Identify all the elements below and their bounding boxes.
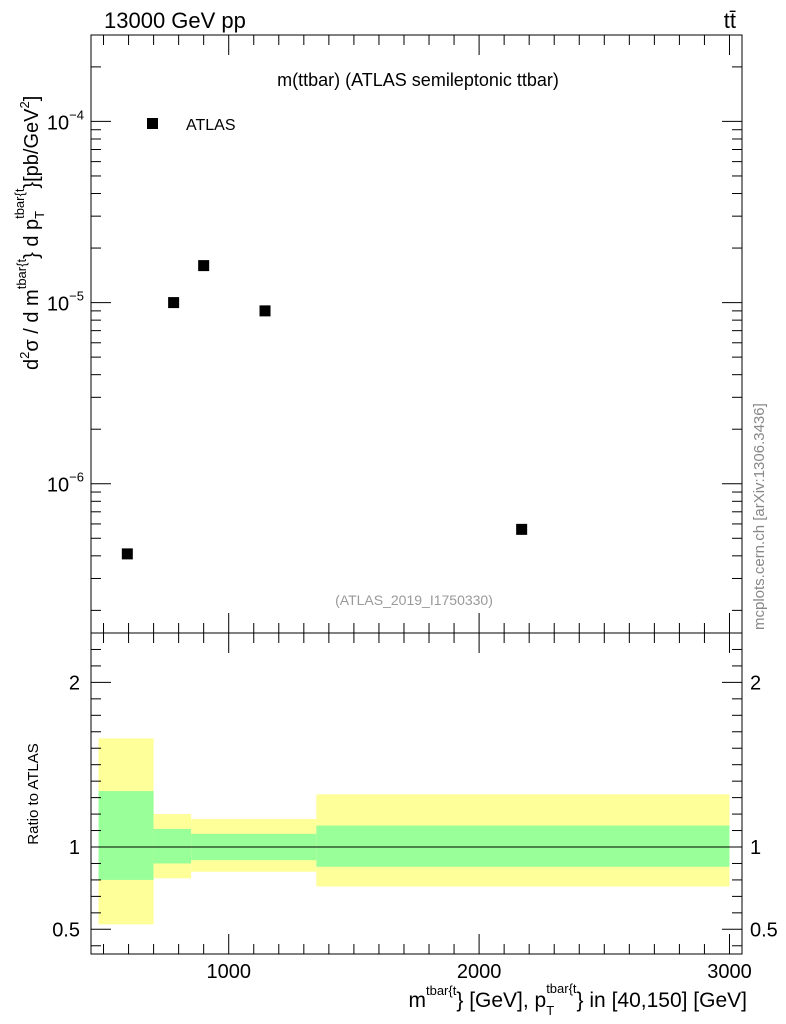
data-point xyxy=(516,523,528,535)
ratio-y-tick-label-left: 2 xyxy=(69,672,80,694)
header-left: 13000 GeV pp xyxy=(104,8,246,33)
data-point xyxy=(168,297,180,309)
x-tick-label: 3000 xyxy=(707,961,752,983)
y-tick-label: 10−4 xyxy=(47,107,84,134)
ratio-plot: 0.5 0.5 1 1 2 2 1000 2000 3000 Ratio to ATLAS mt… xyxy=(25,632,778,1018)
ratio-y-tick-label-left: 0.5 xyxy=(52,919,80,941)
main-y-label: d2σ / d mtbar{t} d pTtbar{t}[pb/GeV2] xyxy=(12,96,47,370)
uncertainty-band-inner xyxy=(153,828,192,864)
main-plot: 10−6 10−5 10−4 m(ttbar) (ATLAS semileptoni… xyxy=(12,34,743,634)
header-right: tt̄ xyxy=(724,8,736,33)
data-point xyxy=(198,260,210,272)
side-label: mcplots.cern.ch [arXiv:1306.3436] xyxy=(751,403,768,630)
ratio-y-tick-label-right: 2 xyxy=(750,672,761,694)
x-tick-label: 1000 xyxy=(206,961,251,983)
ratio-bands xyxy=(98,738,730,925)
analysis-id: (ATLAS_2019_I1750330) xyxy=(335,592,493,608)
data-point xyxy=(121,548,133,560)
legend-marker xyxy=(147,118,158,129)
plot-title: m(ttbar) (ATLAS semileptonic ttbar) xyxy=(277,70,559,90)
uncertainty-band-inner xyxy=(98,791,154,880)
x-axis-label: mtbar{t} [GeV], pTtbar{t} in [40,150] [G… xyxy=(408,981,747,1018)
y-tick-label: 10−6 xyxy=(47,470,84,497)
y-tick-label: 10−5 xyxy=(47,289,84,316)
data-point xyxy=(259,305,271,317)
main-y-tick-labels: 10−6 10−5 10−4 xyxy=(47,107,84,496)
uncertainty-band-inner xyxy=(316,825,730,867)
x-tick-label: 2000 xyxy=(457,961,502,983)
ratio-frame xyxy=(90,632,743,955)
legend-label: ATLAS xyxy=(186,117,236,134)
ratio-tick-labels: 0.5 0.5 1 1 2 2 1000 2000 3000 xyxy=(52,672,778,983)
ratio-y-label: Ratio to ATLAS xyxy=(25,743,42,844)
ratio-y-tick-label-right: 1 xyxy=(750,837,761,859)
ratio-y-tick-label-left: 1 xyxy=(69,837,80,859)
ratio-y-tick-label-right: 0.5 xyxy=(750,919,778,941)
main-ticks xyxy=(91,35,742,633)
main-points xyxy=(121,260,528,560)
ratio-ticks xyxy=(91,633,742,954)
